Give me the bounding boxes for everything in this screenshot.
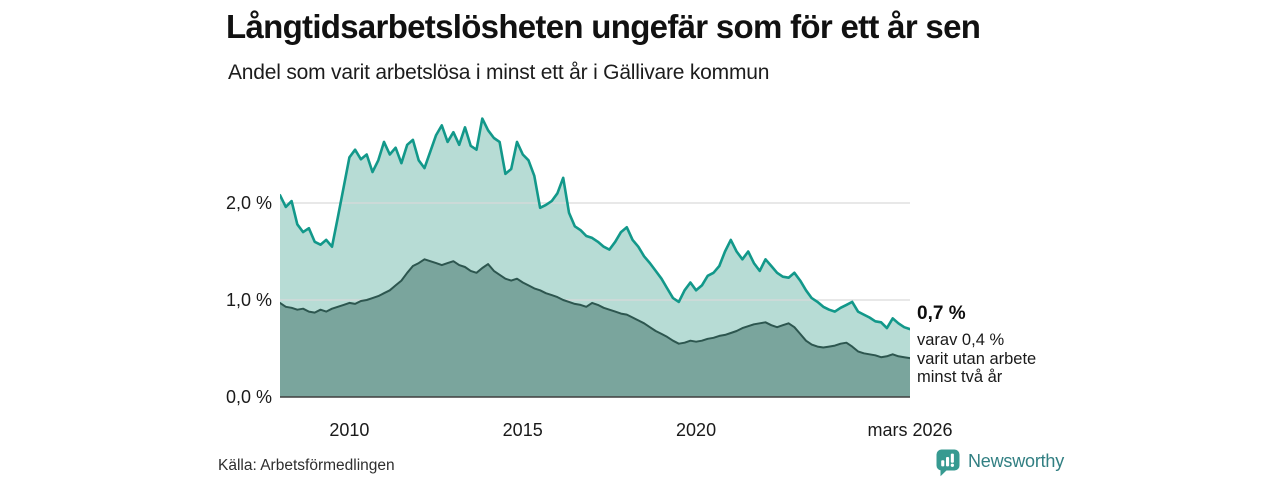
y-tick-label: 0,0 % xyxy=(225,387,272,407)
line-minst-tva-ar xyxy=(280,258,910,360)
x-tick-label: mars 2026 xyxy=(867,420,953,440)
area-chart-plot xyxy=(280,117,910,398)
chart-subtitle: Andel som varit arbetslösa i minst ett å… xyxy=(228,61,770,84)
y-tick-label: 1,0 % xyxy=(225,290,272,310)
latest-value-annotation: 0,7 % varav 0,4 % varit utan arbete mins… xyxy=(917,303,1077,387)
x-tick-label: 2020 xyxy=(676,420,717,440)
annotation-line-3: minst två år xyxy=(917,368,1003,386)
line-minst-ett-ar xyxy=(280,117,910,331)
area-minst-tva-ar xyxy=(280,259,910,397)
page-title: Långtidsarbetslösheten ungefär som för e… xyxy=(226,8,981,45)
source-attribution: Källa: Arbetsförmedlingen xyxy=(218,457,395,474)
newsworthy-wordmark: Newsworthy xyxy=(968,451,1065,471)
y-tick-label: 2,0 % xyxy=(225,193,272,213)
x-tick-label: 2010 xyxy=(329,420,370,440)
latest-value-total: 0,7 % xyxy=(917,303,966,324)
newsworthy-logo: Newsworthy xyxy=(936,449,1064,479)
x-tick-label: 2015 xyxy=(502,420,543,440)
annotation-line-2: varit utan arbete xyxy=(917,349,1037,368)
annotation-line-1: varav 0,4 % xyxy=(917,331,1005,349)
newsworthy-speech-bubble-bar-chart-icon xyxy=(936,449,960,477)
